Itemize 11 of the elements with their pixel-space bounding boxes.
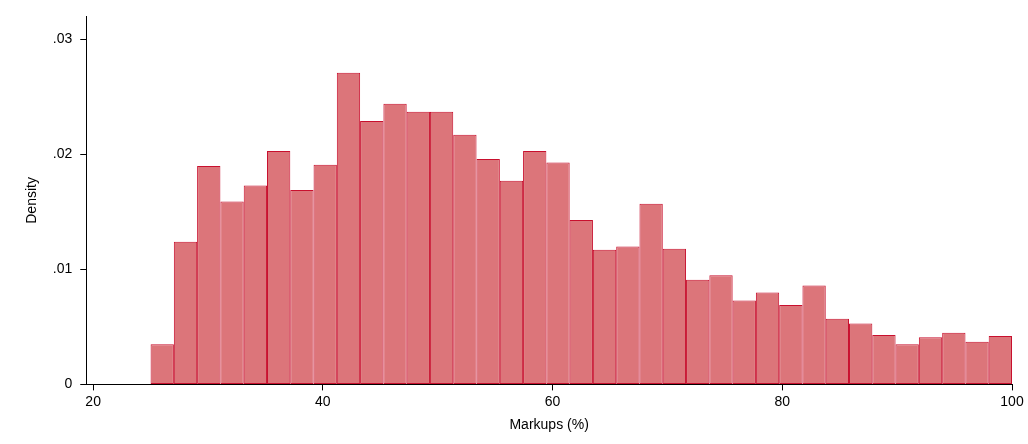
y-tick-label: .02 xyxy=(52,145,73,162)
x-tick-label: 100 xyxy=(1000,392,1024,409)
x-tick-label: 80 xyxy=(774,392,791,409)
y-tick-label: 0 xyxy=(64,375,73,392)
x-tick-label: 60 xyxy=(544,392,561,409)
x-axis-title: Markups (%) xyxy=(509,416,589,433)
x-tick-label: 20 xyxy=(85,392,102,409)
y-axis-title: Density xyxy=(23,177,40,224)
x-tick-label: 40 xyxy=(315,392,331,409)
y-tick-label: .01 xyxy=(52,260,73,277)
y-tick-label: .03 xyxy=(52,30,73,47)
